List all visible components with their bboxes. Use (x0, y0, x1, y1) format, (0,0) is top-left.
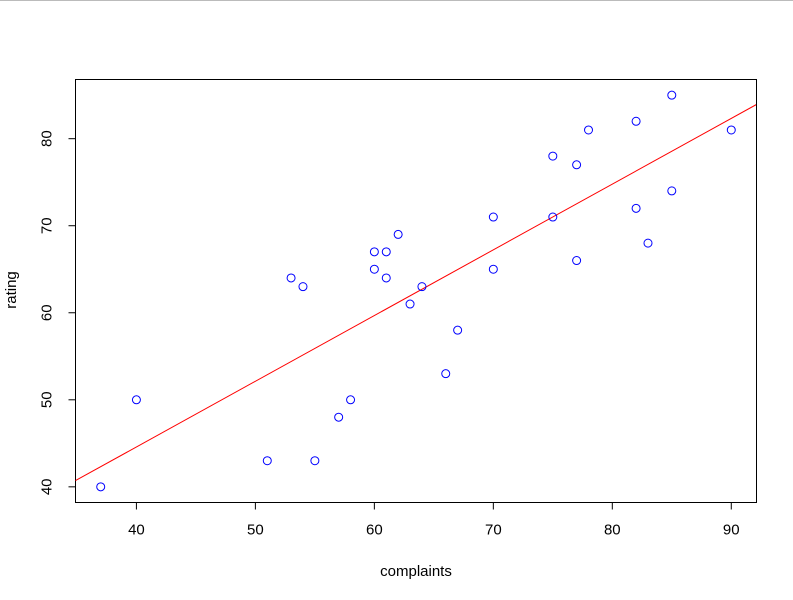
y-tick-label: 60 (38, 304, 55, 321)
point (584, 125, 594, 135)
point (572, 256, 582, 266)
point (548, 151, 558, 161)
point (298, 282, 308, 292)
point (631, 203, 641, 213)
point (393, 229, 403, 239)
x-tick-label: 70 (485, 521, 502, 538)
x-tick-label: 80 (604, 521, 621, 538)
point (667, 90, 677, 100)
point (262, 456, 272, 466)
point (453, 325, 463, 335)
point (131, 395, 141, 405)
x-tick-label: 90 (723, 521, 740, 538)
point (310, 456, 320, 466)
point (488, 264, 498, 274)
point (631, 116, 641, 126)
point (286, 273, 296, 283)
y-tick-label: 40 (38, 478, 55, 495)
y-tick-label: 50 (38, 391, 55, 408)
y-axis-label: rating (3, 271, 20, 309)
regression-line (75, 104, 756, 482)
x-tick-label: 40 (128, 521, 145, 538)
point (572, 160, 582, 170)
point (417, 282, 427, 292)
x-axis-label: complaints (380, 563, 452, 580)
y-tick-label: 80 (38, 130, 55, 147)
point (441, 369, 451, 379)
point (643, 238, 653, 248)
point (369, 247, 379, 257)
point (334, 412, 344, 422)
y-tick-label: 70 (38, 217, 55, 234)
point (96, 482, 106, 492)
point (381, 247, 391, 257)
point (405, 299, 415, 309)
point (488, 212, 498, 222)
x-tick-label: 60 (366, 521, 383, 538)
point (381, 273, 391, 283)
plot-box (75, 79, 757, 503)
point (369, 264, 379, 274)
point (667, 186, 677, 196)
point (548, 212, 558, 222)
point (726, 125, 736, 135)
point (346, 395, 356, 405)
x-tick-label: 50 (247, 521, 264, 538)
